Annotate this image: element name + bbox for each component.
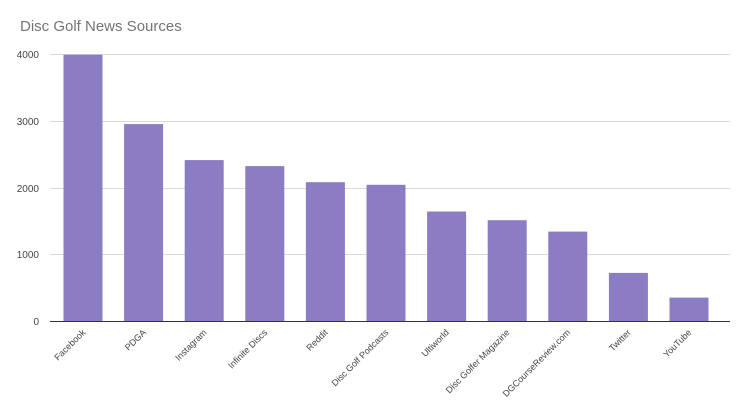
- x-tick-label: Disc Golfer Magazine: [444, 327, 512, 395]
- x-tick-label: Disc Golf Podcasts: [330, 327, 391, 388]
- x-tick-label: Facebook: [52, 327, 87, 362]
- x-tick-label: Twitter: [607, 327, 633, 353]
- y-axis-ticks: 0 1000 2000 3000 4000: [17, 50, 40, 328]
- x-tick-label: YouTube: [661, 327, 693, 359]
- y-tick-label: 1000: [17, 250, 40, 261]
- bar-disc-golf-podcasts[interactable]: [366, 184, 406, 321]
- x-axis-ticks: Facebook PDGA Instagram Infinite Discs Reddi…: [52, 327, 693, 399]
- bar-twitter[interactable]: [608, 272, 648, 321]
- bar-disc-golfer-magazine[interactable]: [487, 220, 527, 321]
- bar-dgcoursereview-com[interactable]: [548, 231, 588, 321]
- y-tick-label: 2000: [17, 184, 40, 195]
- y-tick-label: 0: [33, 317, 39, 328]
- x-tick-label: DGCourseReview.com: [501, 327, 572, 398]
- chart-title: Disc Golf News Sources: [20, 18, 182, 35]
- x-tick-label: Infinite Discs: [226, 327, 269, 370]
- bar-facebook[interactable]: [63, 54, 103, 321]
- y-tick-label: 3000: [17, 117, 40, 128]
- x-tick-label: PDGA: [123, 327, 148, 352]
- bar-instagram[interactable]: [184, 160, 224, 321]
- x-tick-label: Reddit: [304, 327, 330, 353]
- bar-pdga[interactable]: [124, 124, 164, 321]
- bar-youtube[interactable]: [669, 297, 709, 321]
- bars: [63, 54, 709, 322]
- bar-reddit[interactable]: [305, 182, 345, 321]
- x-tick-label: Ultiworld: [420, 327, 451, 358]
- x-tick-label: Instagram: [173, 327, 208, 362]
- bar-ultiworld[interactable]: [427, 211, 467, 322]
- bar-infinite-discs[interactable]: [245, 166, 285, 321]
- y-tick-label: 4000: [17, 50, 40, 61]
